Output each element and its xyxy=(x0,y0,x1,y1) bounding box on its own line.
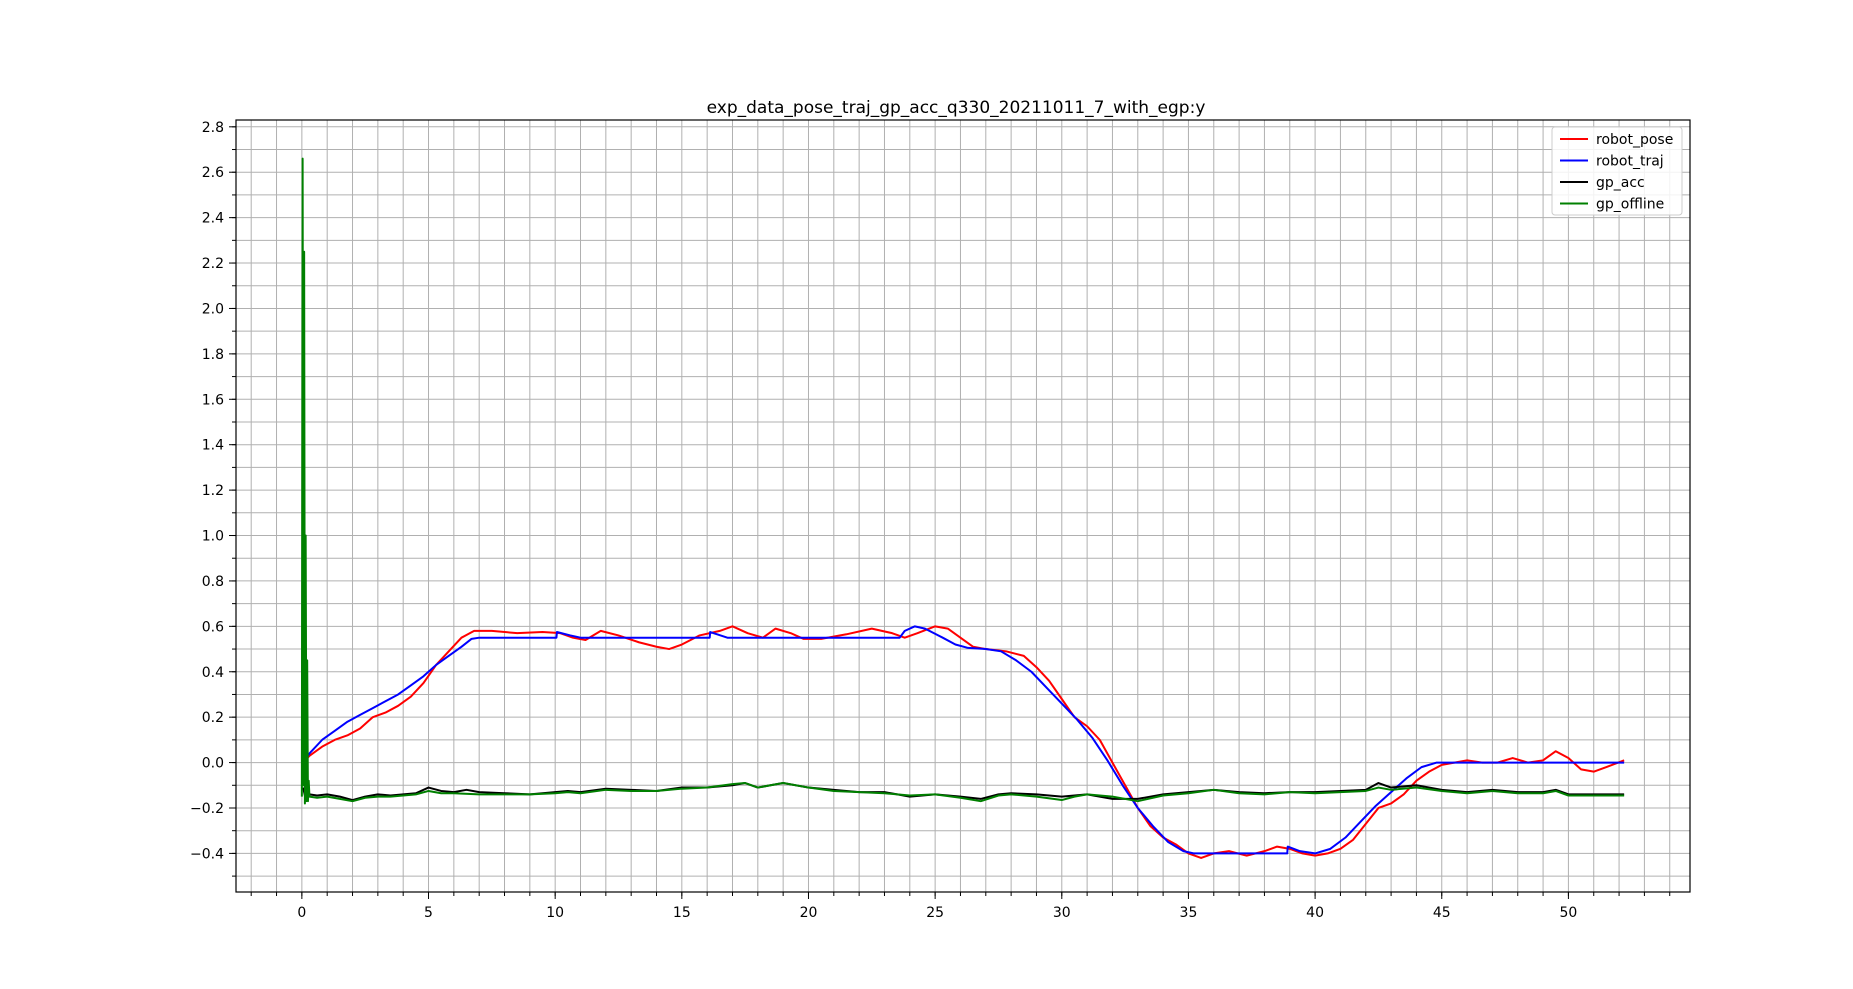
y-tick-label: 1.0 xyxy=(202,529,224,545)
y-tick-label: 0.8 xyxy=(202,574,224,590)
x-tick-label: 15 xyxy=(673,905,691,921)
x-tick-label: 25 xyxy=(926,905,944,921)
y-tick-label: 1.8 xyxy=(202,347,224,363)
y-tick-label: 2.0 xyxy=(202,301,224,317)
x-tick-label: 10 xyxy=(546,905,564,921)
y-tick-label: 2.4 xyxy=(202,211,224,227)
plot-area xyxy=(235,119,1691,893)
y-tick-label: 2.8 xyxy=(202,120,224,136)
legend-box xyxy=(1551,126,1683,216)
legend-label: gp_offline xyxy=(1596,197,1664,213)
y-tick-label: 0.6 xyxy=(202,619,224,635)
chart-title: exp_data_pose_traj_gp_acc_q330_20211011_… xyxy=(707,98,1206,118)
y-tick-label: 2.2 xyxy=(202,256,224,272)
legend: robot_pose robot_traj gp_acc gp_offline xyxy=(1551,126,1683,216)
y-tick-label: 0.2 xyxy=(202,710,224,726)
y-tick-label: 2.6 xyxy=(202,165,224,181)
series-line-gp-offline xyxy=(300,157,1625,805)
x-tick-label: 0 xyxy=(297,905,306,921)
legend-label: robot_traj xyxy=(1596,154,1664,170)
x-tick-label: 30 xyxy=(1053,905,1071,921)
x-tick-label: 20 xyxy=(800,905,818,921)
series-lines xyxy=(300,157,1625,859)
x-tick-label: 45 xyxy=(1433,905,1451,921)
y-tick-label: 0.4 xyxy=(202,665,224,681)
x-tick-label: 40 xyxy=(1306,905,1324,921)
x-tick-label: 35 xyxy=(1180,905,1198,921)
y-tick-label: 0.0 xyxy=(202,756,224,772)
x-tick-label: 5 xyxy=(424,905,433,921)
y-tick-label: 1.6 xyxy=(202,392,224,408)
y-tick-label: 1.4 xyxy=(202,438,224,454)
y-tick-label: −0.4 xyxy=(190,846,224,862)
series-line-robot-traj xyxy=(302,625,1625,855)
legend-label: gp_acc xyxy=(1596,175,1645,191)
x-tick-label: 50 xyxy=(1559,905,1577,921)
y-tick-label: −0.2 xyxy=(190,801,224,817)
y-tick-label: 1.2 xyxy=(202,483,224,499)
legend-label: robot_pose xyxy=(1596,132,1673,148)
axis-ticks: 0 5 10 15 20 25 30 35 40 45 50 −0.4 −0.2 0.0 0.2 0.4 0.6… xyxy=(190,120,1671,921)
